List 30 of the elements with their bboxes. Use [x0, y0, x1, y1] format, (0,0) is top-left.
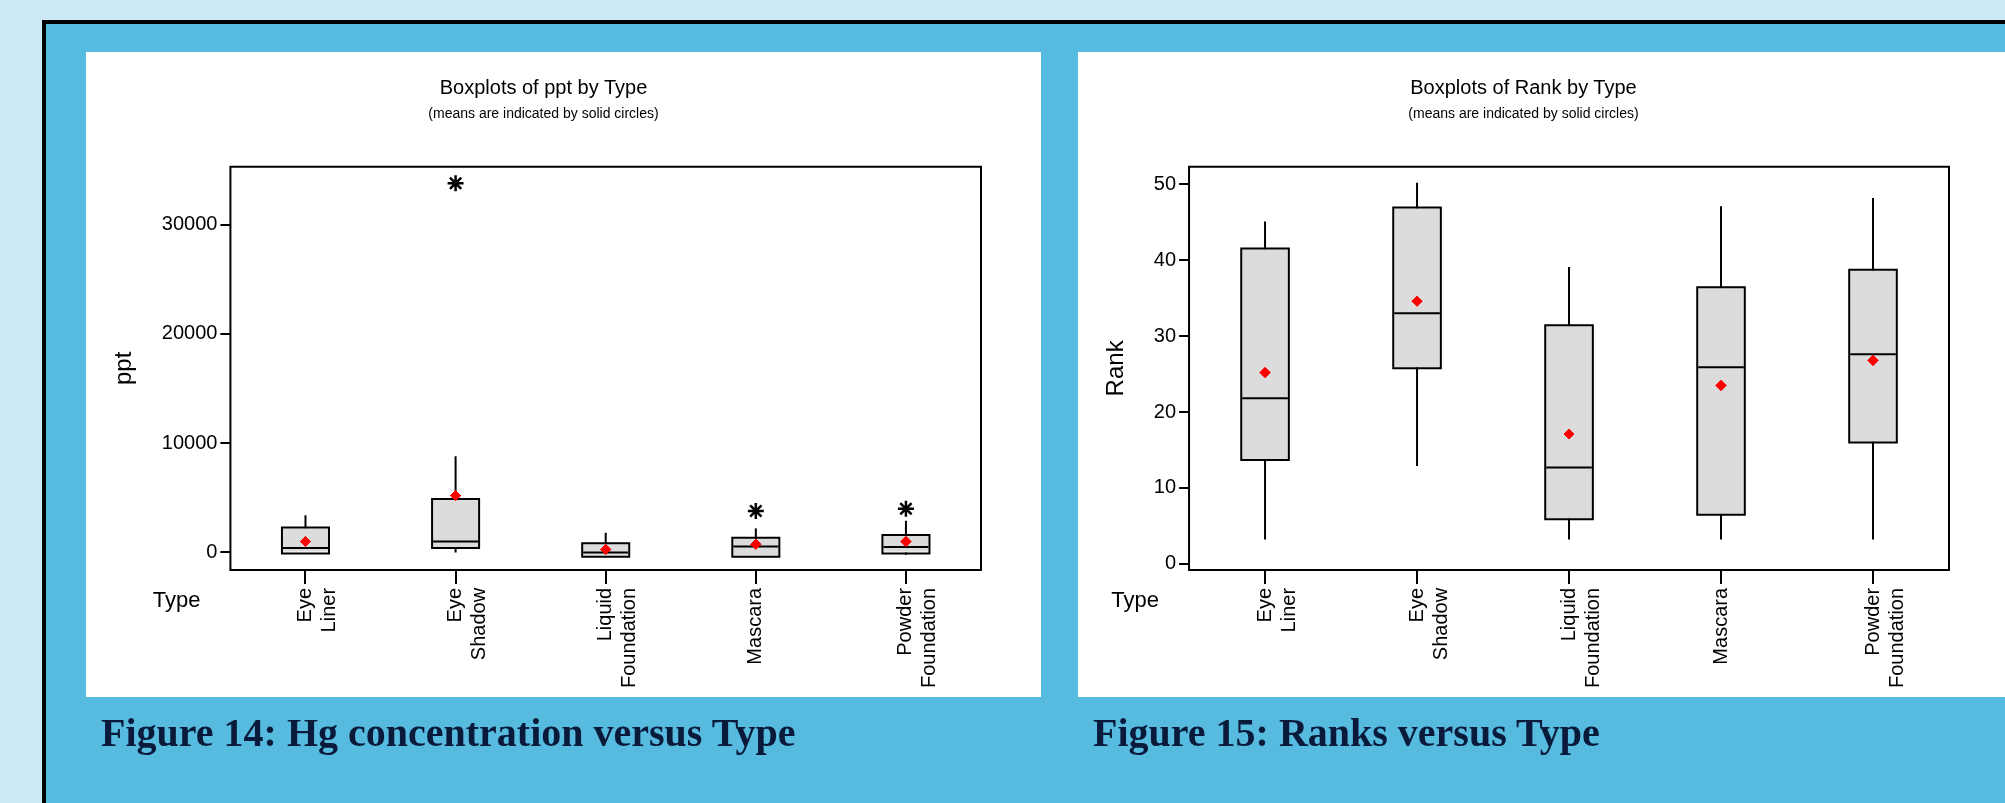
x-axis-title: Type: [1111, 586, 1160, 612]
y-tick-label: 20000: [161, 321, 218, 344]
caption: Figure 15: Ranks versus Type: [1093, 709, 1600, 756]
chart-subtitle: (means are indicated by solid circles): [428, 105, 659, 122]
x-axis-title: Type: [152, 586, 201, 612]
y-tick-label: 0: [206, 539, 218, 562]
chart-title: Boxplots of ppt by Type: [439, 75, 648, 98]
y-tick-label: 10000: [161, 430, 218, 453]
y-tick-label: 50: [1153, 171, 1177, 194]
x-tick-label: Eye Liner: [292, 587, 339, 633]
x-tick-label: Powder Foundation: [1860, 587, 1907, 688]
y-tick-label: 30: [1153, 323, 1177, 346]
x-tick-label: Eye Liner: [1252, 587, 1299, 633]
y-tick-label: 30000: [161, 212, 218, 235]
x-tick-label: Eye Shadow: [1404, 587, 1451, 661]
y-axis-title: ppt: [109, 351, 137, 386]
chart-title: Boxplots of Rank by Type: [1410, 75, 1637, 98]
y-axis-title: Rank: [1101, 339, 1129, 397]
x-tick-label: Eye Shadow: [443, 587, 490, 661]
y-tick-label: 0: [1164, 551, 1177, 574]
caption: Figure 14: Hg concentration versus Type: [101, 709, 796, 756]
y-tick-label: 40: [1153, 247, 1177, 270]
x-tick-label: Mascara: [1708, 587, 1731, 665]
x-tick-label: Liquid Foundation: [1556, 587, 1603, 688]
x-tick-label: Liquid Foundation: [593, 587, 640, 688]
chart-subtitle: (means are indicated by solid circles): [1408, 105, 1639, 122]
y-tick-label: 10: [1153, 475, 1177, 498]
x-tick-label: Powder Foundation: [893, 587, 940, 688]
y-tick-label: 20: [1153, 399, 1177, 422]
x-tick-label: Mascara: [743, 587, 766, 665]
